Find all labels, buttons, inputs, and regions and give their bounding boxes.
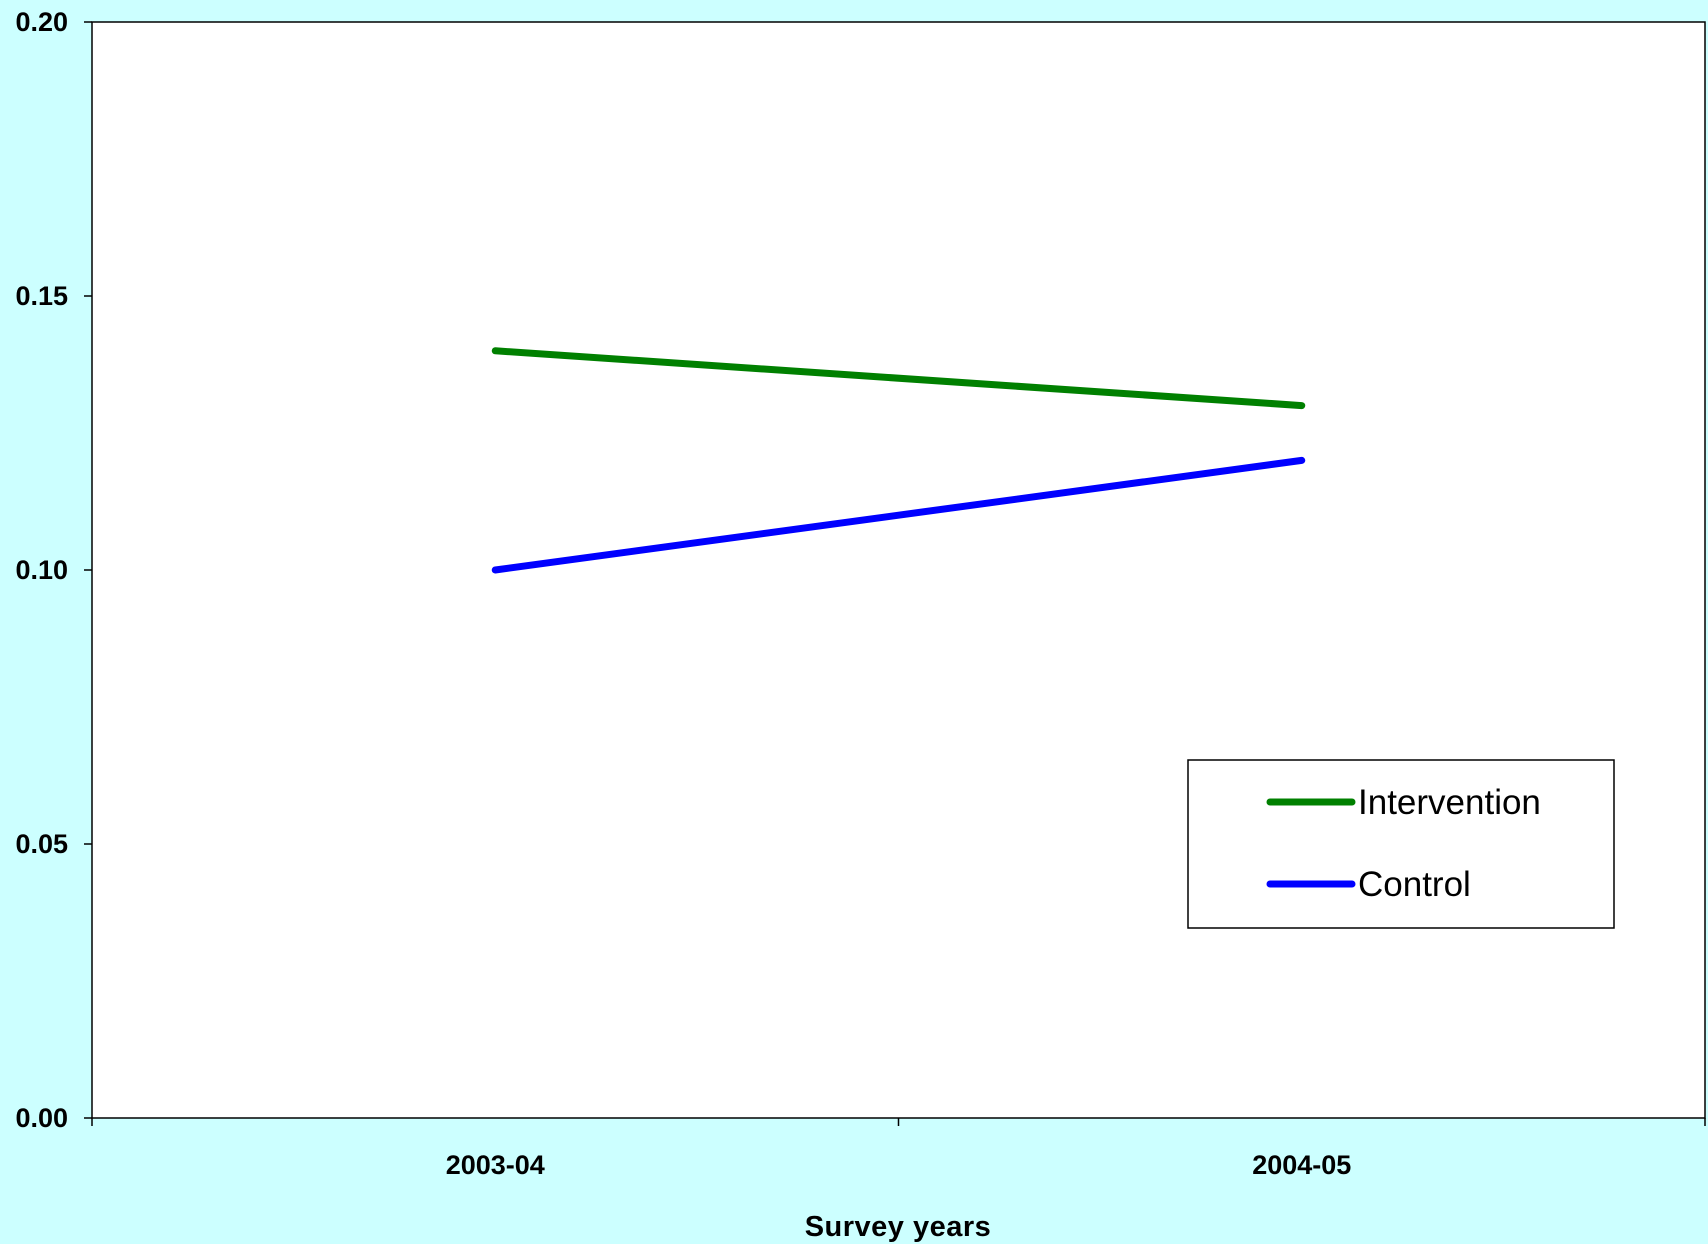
series-line-intervention	[491, 347, 1306, 410]
y-tick-label: 0.05	[15, 829, 68, 859]
legend: Intervention Control	[1187, 759, 1615, 929]
y-tick-label: 0.20	[15, 7, 68, 37]
legend-label-intervention: Intervention	[1358, 783, 1541, 822]
y-tick-label: 0.10	[15, 555, 68, 585]
y-axis: 0.00 0.05 0.10 0.15 0.20	[15, 7, 92, 1133]
series-line-control	[491, 456, 1306, 574]
plot-area	[91, 21, 1706, 1119]
legend-box	[1187, 759, 1615, 929]
x-axis: 2003-04 2004-05	[91, 1118, 1706, 1180]
x-axis-title: Survey years	[805, 1211, 992, 1243]
x-tick-label: 2003-04	[446, 1150, 545, 1180]
y-tick-label: 0.00	[15, 1103, 68, 1133]
x-tick-label: 2004-05	[1252, 1150, 1351, 1180]
y-tick-label: 0.15	[15, 281, 68, 311]
series-layer	[491, 347, 1306, 574]
legend-label-control: Control	[1358, 865, 1471, 904]
